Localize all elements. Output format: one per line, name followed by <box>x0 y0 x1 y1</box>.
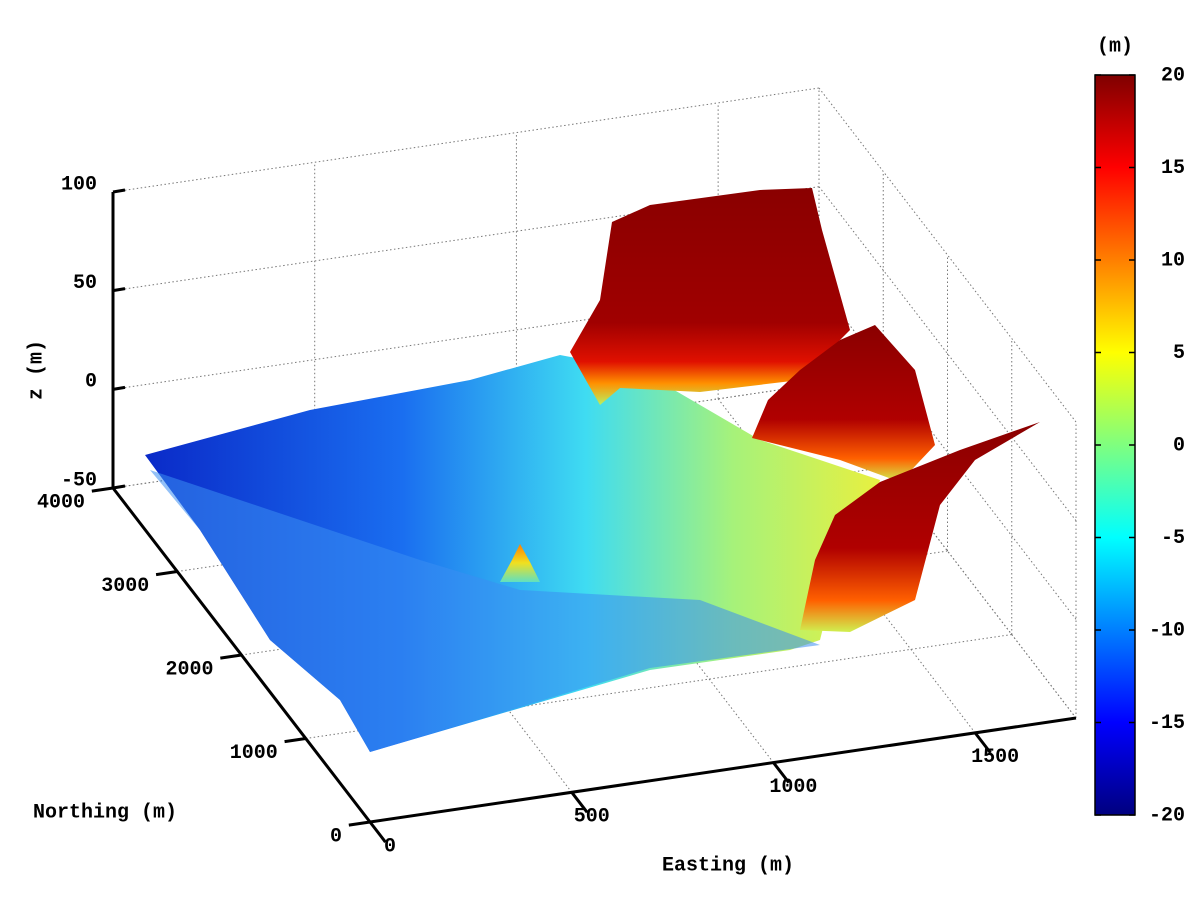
surface <box>145 188 1040 752</box>
y-tick <box>220 653 242 660</box>
surface-ridge <box>800 422 1040 632</box>
x-tick <box>368 821 387 843</box>
grid-line <box>112 186 820 292</box>
x-tick <box>973 731 992 754</box>
axes: 0 500 1000 1500 0 1000 2000 3000 4000-50 0 50 100 <box>37 173 1077 858</box>
grid-line <box>112 87 820 193</box>
z-tick-label: 50 <box>73 272 97 295</box>
z-tick <box>112 385 126 391</box>
colorbar-tick-label: 20 <box>1161 64 1185 87</box>
y-tick <box>155 570 178 577</box>
y-tick-label: 0 <box>330 825 342 848</box>
y-tick <box>91 486 114 493</box>
z-tick-label: 0 <box>85 371 97 394</box>
z-tick <box>112 188 126 194</box>
colorbar-tick-label: -20 <box>1149 804 1185 827</box>
surface-channel <box>150 470 820 752</box>
surface-ridge <box>752 325 935 482</box>
x-tick-label: 500 <box>574 806 610 829</box>
colorbar-tick-label: -5 <box>1161 527 1185 550</box>
z-axis-label: z (m) <box>25 340 48 400</box>
colorbar-tick-label: -10 <box>1149 619 1185 642</box>
y-tick-label: 3000 <box>101 575 149 598</box>
colorbar-label: (m) <box>1097 35 1133 58</box>
x-tick-label: 1000 <box>769 776 817 799</box>
colorbar-tick-label: 5 <box>1173 342 1185 365</box>
y-tick-label: 4000 <box>37 491 85 514</box>
z-tick-label: -50 <box>61 469 97 492</box>
grid-line <box>305 634 1012 739</box>
colorbar-tick-label: 15 <box>1161 157 1185 180</box>
x-axis-label: Easting (m) <box>662 854 794 877</box>
surface-peak <box>500 544 540 582</box>
y-tick <box>348 820 371 827</box>
colorbar-tick-label: -15 <box>1149 712 1185 735</box>
z-tick <box>112 484 126 490</box>
colorbar-tick-label: 0 <box>1173 434 1185 457</box>
x-axis <box>369 716 1077 824</box>
y-tick-label: 2000 <box>165 658 213 681</box>
z-tick-label: 100 <box>61 173 97 196</box>
y-axis-label: Northing (m) <box>33 801 177 824</box>
x-tick <box>570 791 589 814</box>
z-tick <box>112 287 126 293</box>
y-tick <box>284 737 306 744</box>
surface-plateau <box>570 188 850 405</box>
grid-line <box>112 284 820 390</box>
x-tick-label: 0 <box>384 835 396 858</box>
y-tick-label: 1000 <box>230 742 278 765</box>
x-tick <box>772 761 791 784</box>
x-tick-label: 1500 <box>971 746 1019 769</box>
colorbar-tick-label: 10 <box>1161 249 1185 272</box>
